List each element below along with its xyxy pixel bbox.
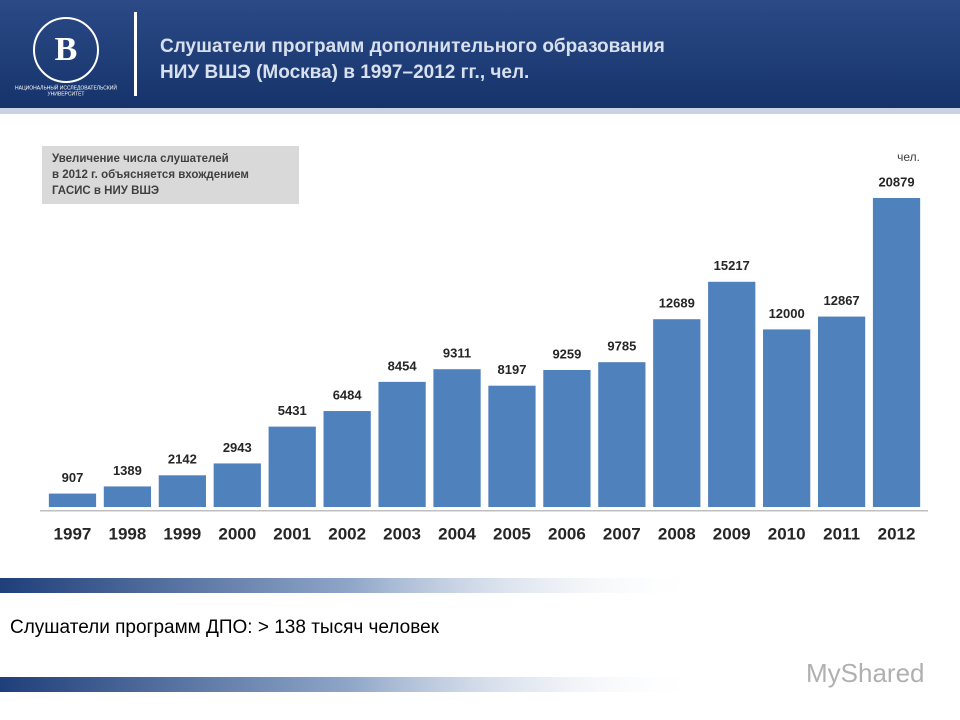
bar xyxy=(543,369,591,507)
footer-text: Слушатели программ ДПО: > 138 тысяч чело… xyxy=(10,617,440,638)
bar xyxy=(378,381,426,507)
logo-text: НАЦИОНАЛЬНЫЙ ИССЛЕДОВАТЕЛЬСКИЙ xyxy=(15,83,117,91)
bar xyxy=(708,281,756,507)
bar xyxy=(323,411,371,507)
bar xyxy=(213,463,261,507)
x-tick-label: 2001 xyxy=(273,524,311,543)
x-tick-label: 2009 xyxy=(713,524,751,543)
logo xyxy=(33,17,99,83)
value-label: 9259 xyxy=(552,346,581,361)
logo-text: УНИВЕРСИТЕТ xyxy=(48,91,85,97)
value-label: 1389 xyxy=(113,463,142,478)
bar xyxy=(872,198,921,507)
bar xyxy=(763,329,811,507)
x-tick-label: 2004 xyxy=(438,524,476,543)
note: Увеличение числа слушателей xyxy=(52,153,229,165)
title: НИУ ВШЭ (Москва) в 1997–2012 гг., чел. xyxy=(160,62,529,83)
value-label: 2943 xyxy=(223,440,252,455)
bar xyxy=(817,316,866,507)
baseline xyxy=(40,510,928,512)
logo-letter: В xyxy=(55,31,78,68)
header-divider xyxy=(134,12,137,96)
value-label: 12867 xyxy=(824,293,860,308)
stripe xyxy=(0,677,700,692)
bar xyxy=(103,486,152,507)
bar xyxy=(488,385,536,507)
bar xyxy=(653,319,701,507)
bar xyxy=(48,493,97,507)
value-label: 8197 xyxy=(498,362,527,377)
value-label: 9785 xyxy=(607,339,636,354)
x-tick-label: 2010 xyxy=(768,524,806,543)
x-tick-label: 2003 xyxy=(383,524,421,543)
bar xyxy=(158,475,206,507)
value-label: 5431 xyxy=(278,403,307,418)
x-tick-label: 1999 xyxy=(163,524,201,543)
value-label: 907 xyxy=(62,470,84,485)
x-tick-label: 2000 xyxy=(218,524,256,543)
x-tick-label: 1998 xyxy=(108,524,146,543)
x-tick-label: 2012 xyxy=(878,524,916,543)
header-rule xyxy=(0,108,960,114)
x-tick-label: 2002 xyxy=(328,524,366,543)
title: Слушатели программ дополнительного образ… xyxy=(160,36,665,57)
note: в 2012 г. объясняется вхождением xyxy=(52,169,249,181)
header-bar xyxy=(0,0,960,108)
x-tick-label: 2008 xyxy=(658,524,696,543)
bar xyxy=(268,426,316,507)
x-tick-label: 1997 xyxy=(54,524,92,543)
watermark: MyShared xyxy=(806,658,925,688)
bar xyxy=(433,369,481,507)
x-tick-label: 2006 xyxy=(548,524,586,543)
value-label: 8454 xyxy=(388,358,418,373)
stripe xyxy=(0,578,700,593)
value-label: 2142 xyxy=(168,452,197,467)
bar xyxy=(598,362,646,507)
unit: чел. xyxy=(897,150,920,164)
note: ГАСИС в НИУ ВШЭ xyxy=(52,185,159,197)
value-label: 12000 xyxy=(769,306,805,321)
note-box xyxy=(42,146,299,204)
x-tick-label: 2007 xyxy=(603,524,641,543)
x-tick-label: 2005 xyxy=(493,524,531,543)
value-label: 6484 xyxy=(333,387,363,402)
value-label: 15217 xyxy=(714,258,750,273)
x-tick-label: 2011 xyxy=(823,524,860,543)
value-label: 9311 xyxy=(443,346,471,361)
value-label: 20879 xyxy=(878,174,914,189)
value-label: 12689 xyxy=(659,296,695,311)
